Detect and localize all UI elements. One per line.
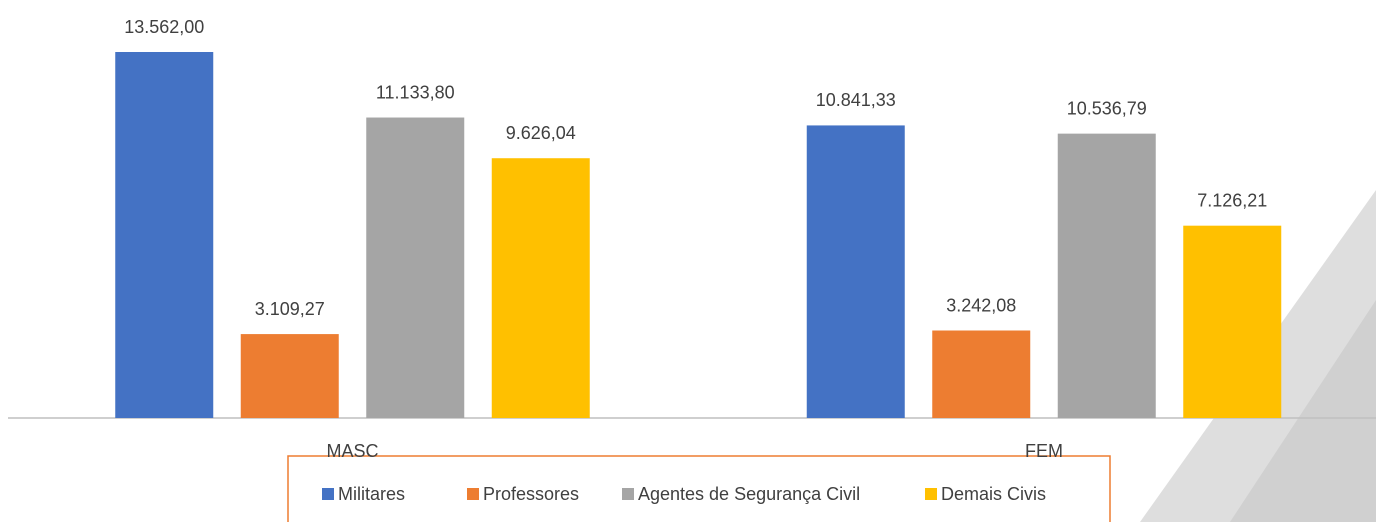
- legend-label: Professores: [483, 484, 579, 504]
- bar: [806, 125, 905, 418]
- x-tick-label: MASC: [326, 441, 378, 461]
- data-label: 7.126,21: [1197, 190, 1267, 210]
- legend-swatch: [925, 488, 937, 500]
- legend-swatch: [622, 488, 634, 500]
- data-label: 3.109,27: [255, 299, 325, 319]
- bar: [1183, 225, 1282, 418]
- legend-swatch: [467, 488, 479, 500]
- decoration: [1230, 300, 1376, 522]
- x-tick-label: FEM: [1025, 441, 1063, 461]
- data-label: 11.133,80: [376, 82, 455, 102]
- bar: [491, 158, 590, 418]
- legend-label: Militares: [338, 484, 405, 504]
- bar: [1057, 133, 1156, 419]
- data-label: 10.536,79: [1067, 98, 1147, 118]
- legend-swatch: [322, 488, 334, 500]
- legend-frame: [287, 455, 1111, 522]
- legend-label: Agentes de Segurança Civil: [638, 484, 860, 504]
- bar: [366, 117, 465, 418]
- bar: [115, 52, 214, 418]
- legend-label: Demais Civis: [941, 484, 1046, 504]
- data-label: 10.841,33: [816, 90, 896, 110]
- data-label: 9.626,04: [506, 123, 576, 143]
- bar: [932, 330, 1031, 418]
- data-label: 3.242,08: [946, 295, 1016, 315]
- data-label: 13.562,00: [124, 17, 204, 37]
- bar: [240, 334, 339, 418]
